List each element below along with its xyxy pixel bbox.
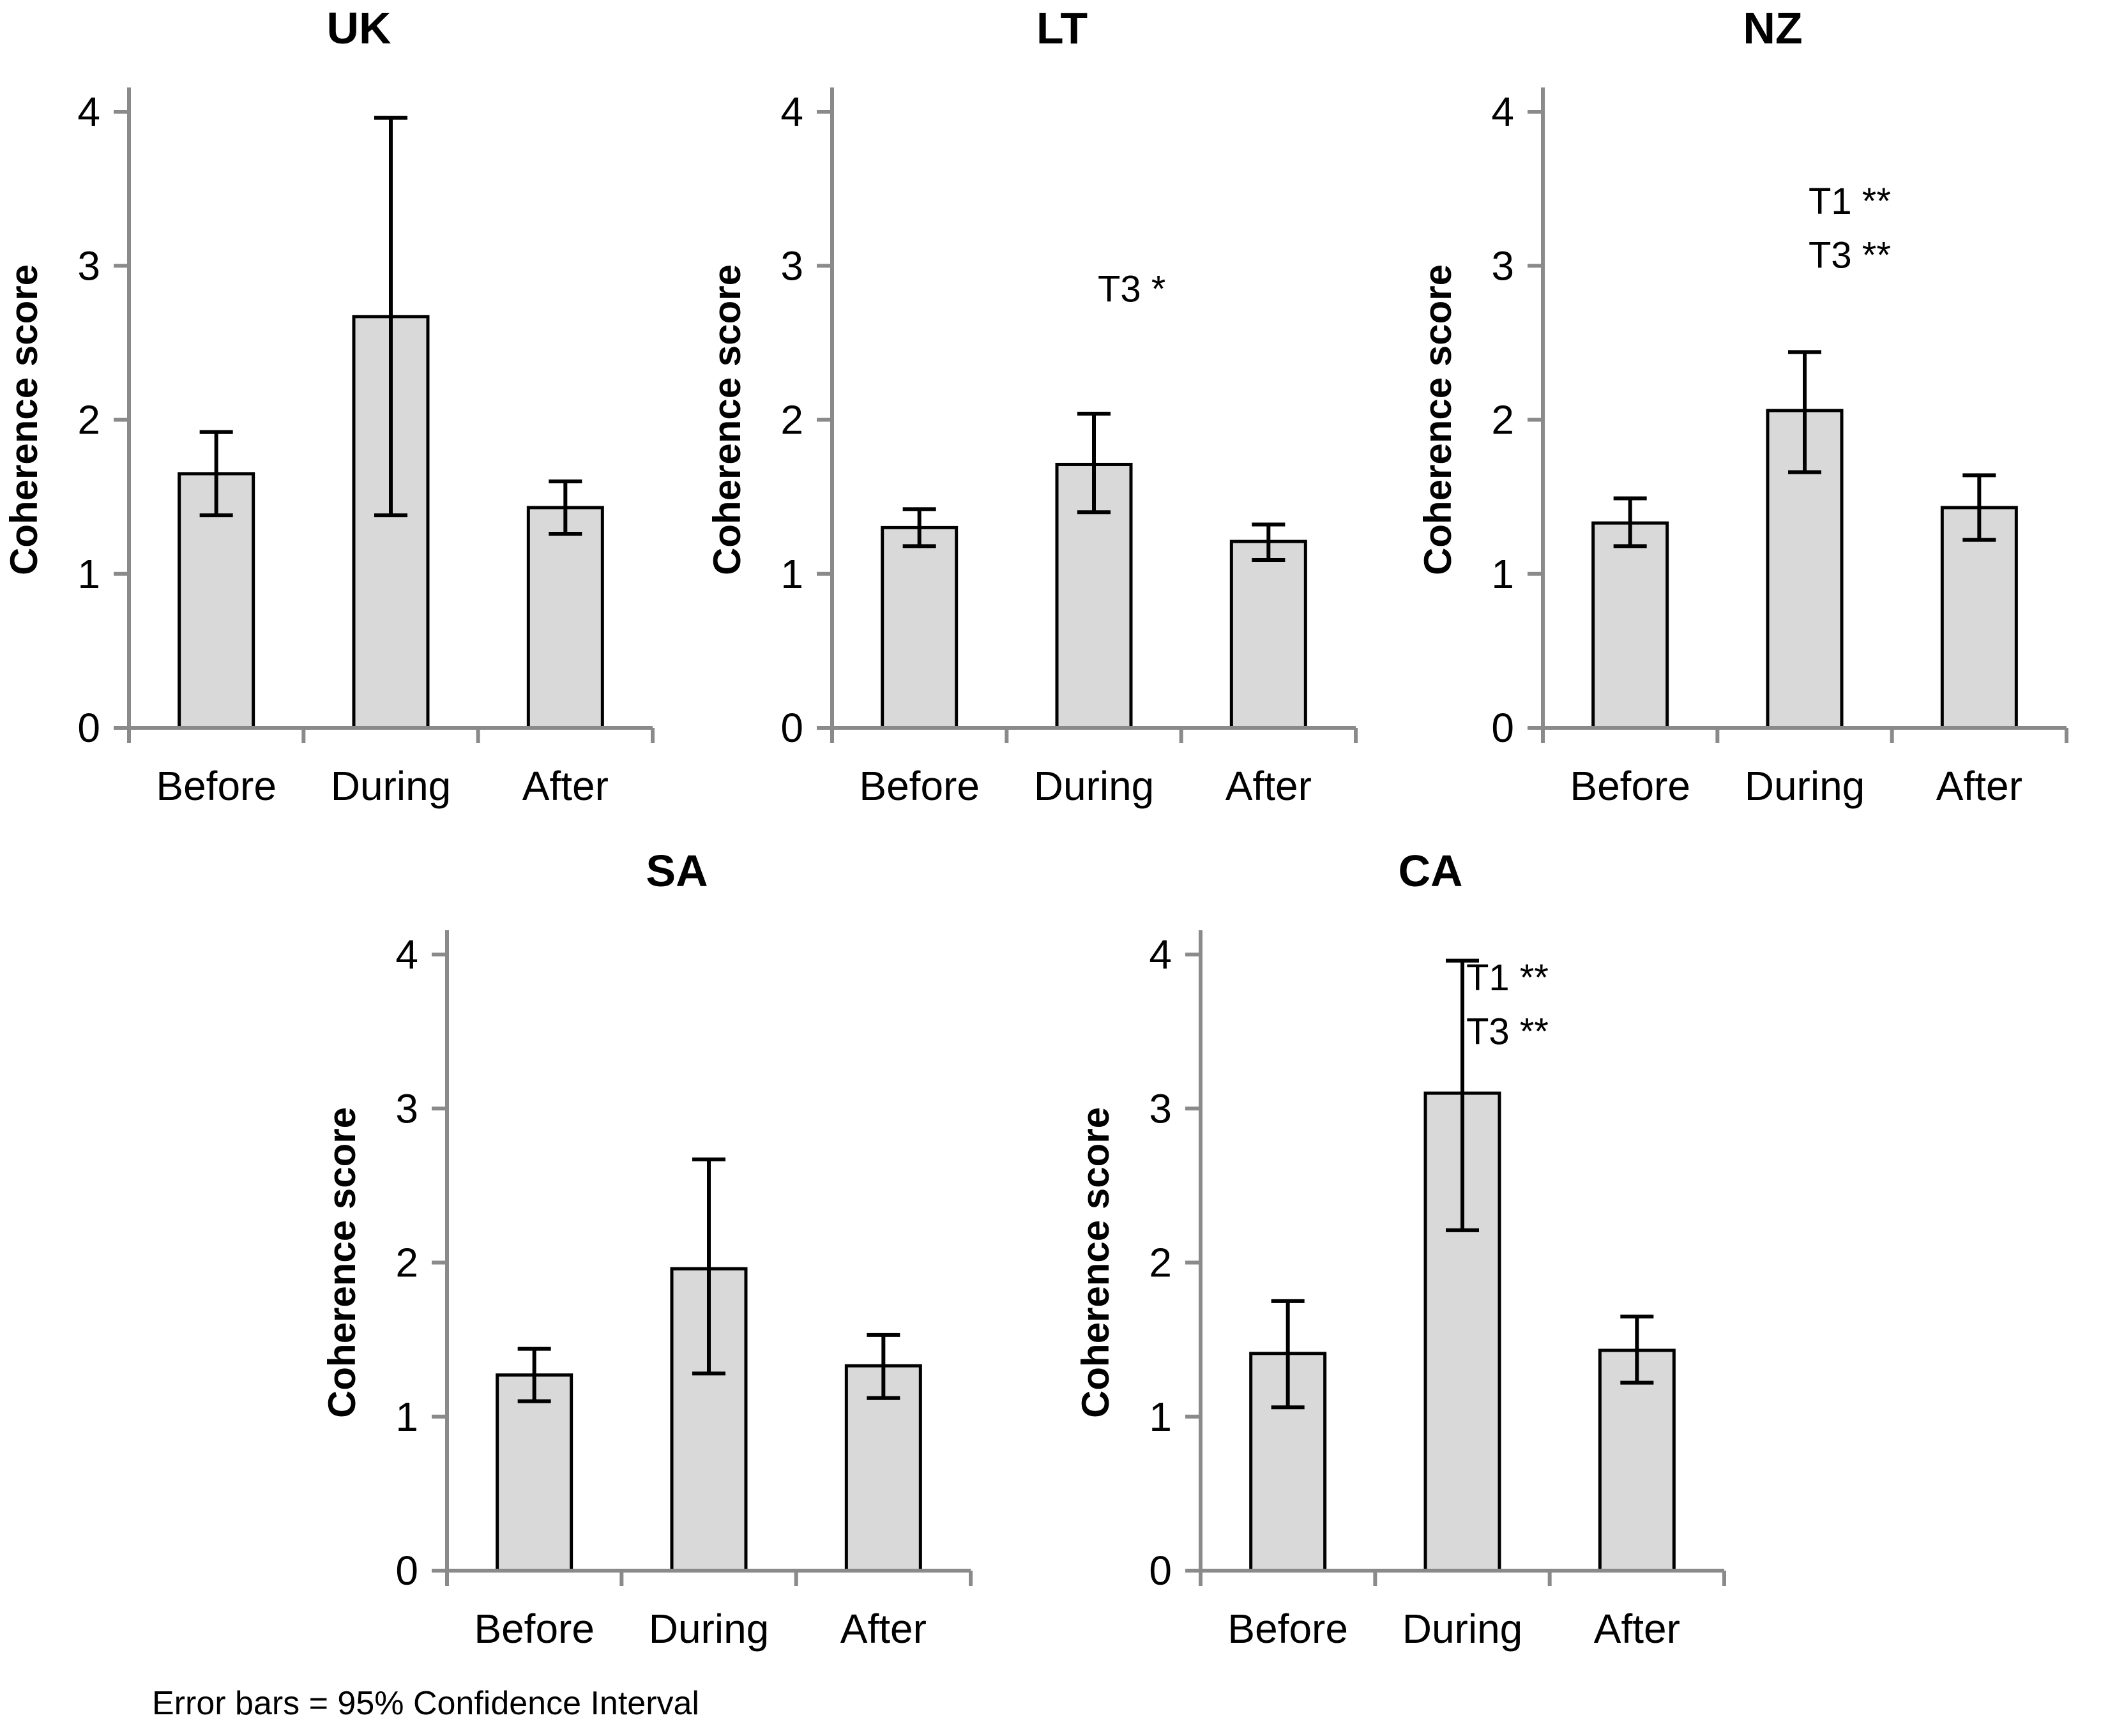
y-tick-label: 0 <box>780 705 803 751</box>
bar-Before <box>881 525 959 730</box>
category-label: After <box>522 763 609 809</box>
chart-UK: UK 0 1 2 3 4 Coherence score Before During After <box>3 3 655 809</box>
chart-CA: CA 0 1 2 3 4 Coherence score Before During After T… <box>1074 846 1726 1652</box>
y-axis-title: Coherence score <box>706 264 748 575</box>
category-label: After <box>1225 763 1312 809</box>
category-label: After <box>1936 763 2022 809</box>
y-tick-label: 3 <box>1491 243 1514 289</box>
y-tick-label: 4 <box>1149 932 1172 977</box>
chart-title: NZ <box>1743 3 1802 53</box>
category-label: During <box>649 1606 770 1652</box>
y-tick-label: 1 <box>1149 1394 1172 1440</box>
chart-SA: SA 0 1 2 3 4 Coherence score Before During After <box>321 846 973 1652</box>
y-tick-label: 4 <box>780 89 803 135</box>
y-tick-label: 2 <box>395 1240 418 1286</box>
bar-Before <box>496 1373 573 1573</box>
category-label: During <box>1745 763 1865 809</box>
category-label: Before <box>1570 763 1690 809</box>
y-tick-label: 0 <box>77 705 100 751</box>
y-tick-label: 0 <box>1491 705 1514 751</box>
y-tick-label: 4 <box>1491 89 1514 135</box>
y-tick-label: 0 <box>395 1548 418 1594</box>
significance-annotation: T3 * <box>1098 268 1165 310</box>
error-bars-footnote: Error bars = 95% Confidence Interval <box>152 1685 699 1722</box>
chart-NZ: NZ 0 1 2 3 4 Coherence score Before During After T… <box>1416 3 2068 809</box>
y-tick-label: 4 <box>395 932 418 977</box>
y-tick-label: 3 <box>780 243 803 289</box>
y-tick-label: 1 <box>395 1394 418 1440</box>
significance-annotation: T3 ** <box>1809 234 1891 276</box>
category-label: Before <box>859 763 980 809</box>
bar-Before <box>1591 521 1669 730</box>
y-tick-label: 2 <box>780 397 803 443</box>
y-tick-label: 4 <box>77 89 100 135</box>
chart-title: LT <box>1036 3 1088 53</box>
significance-annotation: T1 ** <box>1466 957 1549 999</box>
y-axis-title: Coherence score <box>1416 264 1459 575</box>
chart-LT: LT 0 1 2 3 4 Coherence score Before During After T… <box>706 3 1358 809</box>
bar-After <box>526 506 604 730</box>
y-tick-label: 3 <box>1149 1085 1172 1131</box>
y-tick-label: 3 <box>395 1085 418 1131</box>
category-label: During <box>331 763 451 809</box>
category-label: After <box>840 1606 927 1652</box>
y-tick-label: 2 <box>1149 1240 1172 1286</box>
y-tick-label: 1 <box>780 551 803 597</box>
y-axis-title: Coherence score <box>3 264 45 575</box>
chart-title: CA <box>1398 846 1462 896</box>
significance-annotation: T1 ** <box>1809 181 1891 222</box>
y-tick-label: 1 <box>77 551 100 597</box>
bar-After <box>1229 540 1307 730</box>
chart-title: UK <box>326 3 391 53</box>
y-tick-label: 0 <box>1149 1548 1172 1594</box>
y-tick-label: 2 <box>1491 397 1514 443</box>
category-label: Before <box>156 763 277 809</box>
category-label: During <box>1034 763 1155 809</box>
category-label: Before <box>1227 1606 1348 1652</box>
significance-annotation: T3 ** <box>1466 1011 1549 1053</box>
category-label: After <box>1594 1606 1680 1652</box>
y-axis-title: Coherence score <box>1074 1107 1117 1418</box>
category-label: During <box>1402 1606 1523 1652</box>
y-axis-title: Coherence score <box>321 1107 363 1418</box>
y-tick-label: 1 <box>1491 551 1514 597</box>
y-tick-label: 2 <box>77 397 100 443</box>
y-tick-label: 3 <box>77 243 100 289</box>
category-label: Before <box>474 1606 595 1652</box>
chart-title: SA <box>646 846 708 896</box>
bar-After <box>1598 1348 1676 1573</box>
